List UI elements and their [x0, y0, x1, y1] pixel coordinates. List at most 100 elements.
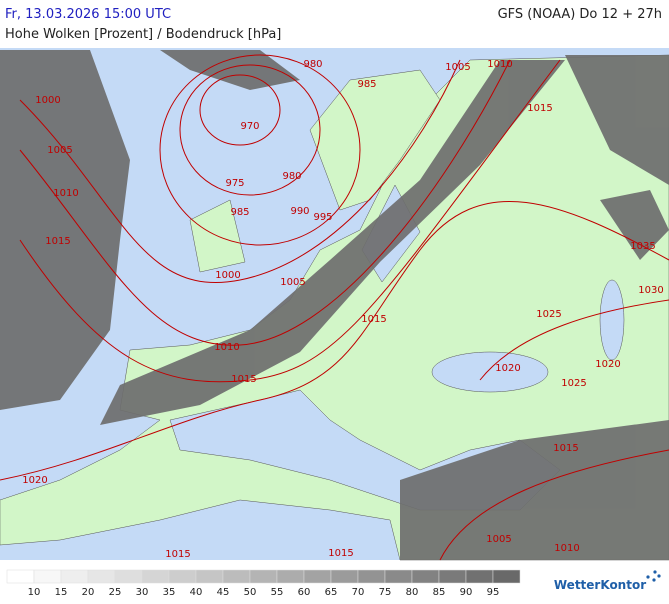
- legend-tick-label: 75: [379, 587, 392, 598]
- sea: [599, 279, 625, 361]
- legend-swatch: [33, 569, 62, 584]
- isobar-label: 1015: [328, 548, 353, 559]
- legend-swatch: [222, 569, 251, 584]
- isobar: [159, 54, 361, 246]
- brand-icon: [657, 574, 661, 578]
- legend-tick-label: 30: [136, 587, 149, 598]
- isobar-label: 985: [357, 79, 376, 90]
- isobar-label: 1015: [553, 443, 578, 454]
- isobar: [179, 64, 321, 196]
- isobar-label: 990: [290, 206, 309, 217]
- isobar-label: 1035: [630, 241, 655, 252]
- isobar: [19, 59, 561, 383]
- legend-tick-label: 90: [460, 587, 473, 598]
- legend-swatch: [249, 569, 278, 584]
- legend-tick-label: 40: [190, 587, 203, 598]
- isobar-label: 1015: [165, 549, 190, 560]
- isobar-label: 1020: [22, 475, 47, 486]
- legend-tick-label: 45: [217, 587, 230, 598]
- isobar-label: 980: [303, 59, 322, 70]
- isobar-label: 1005: [47, 145, 72, 156]
- legend-swatch: [438, 569, 467, 584]
- cloud: [160, 50, 300, 90]
- legend-tick-label: 70: [352, 587, 365, 598]
- isobar: [19, 59, 511, 346]
- cloud: [0, 50, 130, 410]
- legend-tick-label: 25: [109, 587, 122, 598]
- cloud: [600, 190, 669, 260]
- map-subtitle: Hohe Wolken [Prozent] / Bodendruck [hPa]: [5, 27, 281, 42]
- isobar-label: 1000: [35, 95, 60, 106]
- legend-tick-label: 15: [55, 587, 68, 598]
- land: [309, 69, 441, 211]
- legend-swatch: [465, 569, 494, 584]
- isobar-label: 1015: [231, 374, 256, 385]
- legend-swatch: [60, 569, 89, 584]
- brand-icon: [653, 570, 657, 574]
- isobar-label: 1020: [495, 363, 520, 374]
- legend-swatch: [6, 569, 35, 584]
- sea: [431, 351, 549, 393]
- isobar-label: 985: [230, 207, 249, 218]
- legend-swatch: [411, 569, 440, 584]
- isobar: [0, 200, 669, 481]
- legend-tick-label: 50: [244, 587, 257, 598]
- legend-swatch: [303, 569, 332, 584]
- isobar: [439, 449, 669, 561]
- isobar: [479, 299, 669, 381]
- isobar-label: 1015: [45, 236, 70, 247]
- isobar: [19, 59, 461, 283]
- brand-icon: [652, 578, 656, 582]
- isobar-label: 995: [313, 212, 332, 223]
- isobar-label: 1020: [595, 359, 620, 370]
- legend-swatch: [168, 569, 197, 584]
- legend-tick-label: 95: [487, 587, 500, 598]
- isobar-label: 1015: [527, 103, 552, 114]
- legend-swatch: [384, 569, 413, 584]
- isobar-label: 1030: [638, 285, 663, 296]
- legend-tick-label: 85: [433, 587, 446, 598]
- isobar-label: 1005: [445, 62, 470, 73]
- legend-swatch: [87, 569, 116, 584]
- isobar-label: 1005: [486, 534, 511, 545]
- legend-tick-label: 60: [298, 587, 311, 598]
- isobar-label: 1010: [214, 342, 239, 353]
- brand-icon: [646, 575, 650, 579]
- legend: 10 15 20 25 30 35 40 45 50 55 60 65 70 75 80 85 90 95: [6, 569, 521, 598]
- isobar-label: 1010: [487, 59, 512, 70]
- cloud: [100, 60, 565, 425]
- isobar-label: 980: [282, 171, 301, 182]
- brand: WetterKontor: [554, 578, 646, 592]
- isobar-label: 1025: [561, 378, 586, 389]
- isobar-label: 975: [225, 178, 244, 189]
- legend-tick-label: 55: [271, 587, 284, 598]
- legend-tick-label: 20: [82, 587, 95, 598]
- legend-swatch: [141, 569, 170, 584]
- cloud-cover: [0, 50, 669, 560]
- map: [0, 48, 669, 561]
- legend-swatch: [114, 569, 143, 584]
- legend-swatch: [330, 569, 359, 584]
- isobar-label: 1010: [554, 543, 579, 554]
- isobar-label: 970: [240, 121, 259, 132]
- cloud: [565, 55, 669, 185]
- isobar: [199, 74, 281, 146]
- isobar-label: 1015: [361, 314, 386, 325]
- isobar-label: 1000: [215, 270, 240, 281]
- legend-tick-label: 35: [163, 587, 176, 598]
- model-run: GFS (NOAA) Do 12 + 27h: [498, 7, 662, 22]
- legend-tick-label: 80: [406, 587, 419, 598]
- legend-swatch: [357, 569, 386, 584]
- legend-swatch: [276, 569, 305, 584]
- isobar-label: 1025: [536, 309, 561, 320]
- legend-tick-label: 10: [28, 587, 41, 598]
- legend-swatch: [492, 569, 521, 584]
- isobar-label: 1005: [280, 277, 305, 288]
- legend-swatch: [195, 569, 224, 584]
- valid-time: Fr, 13.03.2026 15:00 UTC: [5, 7, 171, 22]
- isobars: [0, 54, 669, 561]
- isobar-label: 1010: [53, 188, 78, 199]
- legend-tick-label: 65: [325, 587, 338, 598]
